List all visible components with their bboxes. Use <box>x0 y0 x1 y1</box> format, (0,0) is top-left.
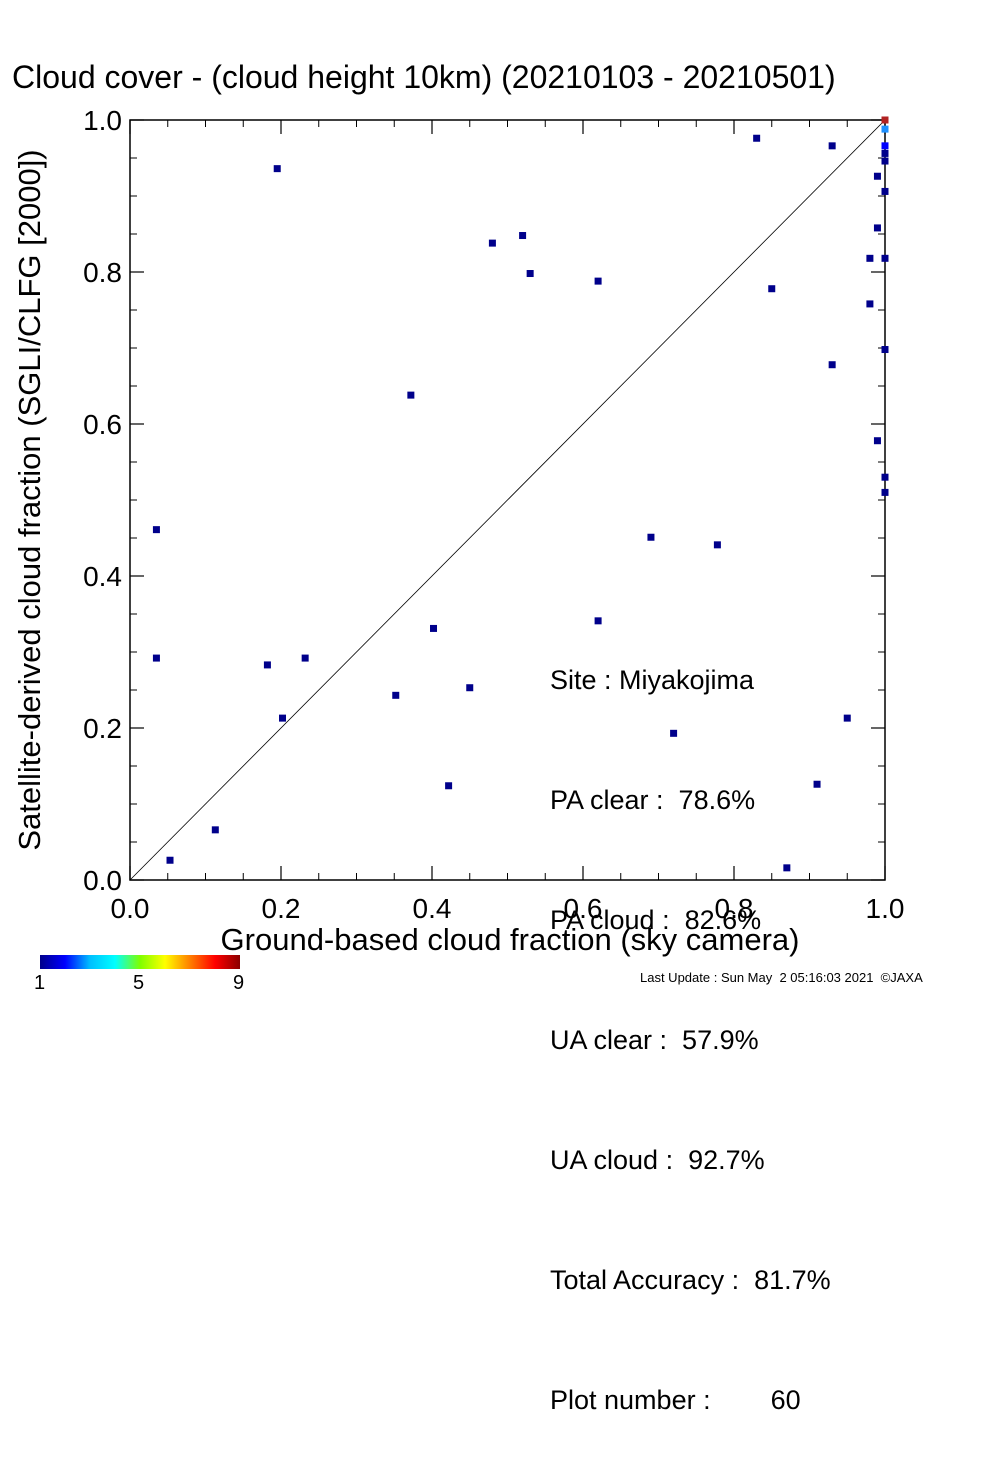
data-point <box>594 277 602 285</box>
x-tick-label: 0.0 <box>111 893 150 924</box>
data-point <box>828 361 836 369</box>
stats-total-accuracy: Total Accuracy : 81.7% <box>550 1265 831 1295</box>
data-point <box>881 187 889 195</box>
data-point <box>783 864 791 872</box>
last-update-footer: Last Update : Sun May 2 05:16:03 2021 ©J… <box>640 970 923 985</box>
data-point <box>813 780 821 788</box>
chart-title: Cloud cover - (cloud height 10km) (20210… <box>12 59 836 95</box>
colorbar-label-max: 9 <box>233 972 245 994</box>
data-point <box>430 624 438 632</box>
stats-ua-cloud: UA cloud : 92.7% <box>550 1145 765 1175</box>
data-point <box>753 134 761 142</box>
data-point <box>166 856 174 864</box>
colorbar-label-min: 1 <box>34 972 46 994</box>
data-point <box>407 391 415 399</box>
y-tick-label: 1.0 <box>83 105 122 136</box>
y-tick-label: 0.2 <box>83 713 122 744</box>
data-point <box>273 165 281 173</box>
stats-plot-number: Plot number : 60 <box>550 1385 801 1415</box>
data-point <box>881 125 889 133</box>
data-point <box>594 617 602 625</box>
x-tick-label: 0.6 <box>564 893 603 924</box>
data-point <box>279 714 287 722</box>
data-point <box>263 661 271 669</box>
colorbar-label-mid: 5 <box>133 972 145 994</box>
data-point <box>392 691 400 699</box>
data-point <box>866 300 874 308</box>
data-point <box>881 254 889 262</box>
data-point <box>152 526 160 534</box>
scatter-chart: Cloud cover - (cloud height 10km) (20210… <box>12 59 904 957</box>
data-point <box>866 254 874 262</box>
data-point <box>152 654 160 662</box>
data-point <box>881 149 889 157</box>
data-point <box>466 684 474 692</box>
y-axis-label: Satellite-derived cloud fraction (SGLI/C… <box>12 149 47 850</box>
data-point <box>211 826 219 834</box>
data-point <box>881 488 889 496</box>
x-axis-label: Ground-based cloud fraction (sky camera) <box>221 922 800 957</box>
data-point <box>713 541 721 549</box>
y-tick-label: 0.6 <box>83 409 122 440</box>
x-tick-label: 0.4 <box>413 893 452 924</box>
y-tick-label: 0.0 <box>83 865 122 896</box>
data-point <box>488 239 496 247</box>
stats-site: Site : Miyakojima <box>550 665 755 695</box>
x-tick-label: 0.8 <box>715 893 754 924</box>
stats-pa-cloud: PA cloud : 82.6% <box>550 905 762 935</box>
data-point <box>881 157 889 165</box>
data-point <box>519 232 527 240</box>
data-point <box>445 782 453 790</box>
colorbar <box>40 955 240 969</box>
x-tick-label: 1.0 <box>866 893 905 924</box>
data-point <box>881 346 889 354</box>
one-to-one-line <box>129 119 886 881</box>
data-point <box>768 285 776 293</box>
stats-ua-clear: UA clear : 57.9% <box>550 1025 759 1055</box>
data-point <box>670 729 678 737</box>
data-point <box>881 473 889 481</box>
data-point <box>873 172 881 180</box>
data-point <box>647 533 655 541</box>
data-point <box>843 714 851 722</box>
y-tick-label: 0.8 <box>83 257 122 288</box>
data-point <box>873 437 881 445</box>
data-point <box>881 142 889 150</box>
data-point <box>526 270 534 278</box>
data-point <box>881 116 889 124</box>
y-tick-label: 0.4 <box>83 561 122 592</box>
data-point <box>828 142 836 150</box>
stats-pa-clear: PA clear : 78.6% <box>550 785 756 815</box>
data-point <box>301 654 309 662</box>
x-tick-label: 0.2 <box>262 893 301 924</box>
plot-area: 0.0 0.2 0.4 0.6 0.8 1.0 0.0 0.2 0.4 0.6 0.8 1.0 <box>83 105 904 924</box>
data-point <box>873 224 881 232</box>
stats-panel: Site : Miyakojima PA clear : 78.6% PA cl… <box>550 580 831 1460</box>
